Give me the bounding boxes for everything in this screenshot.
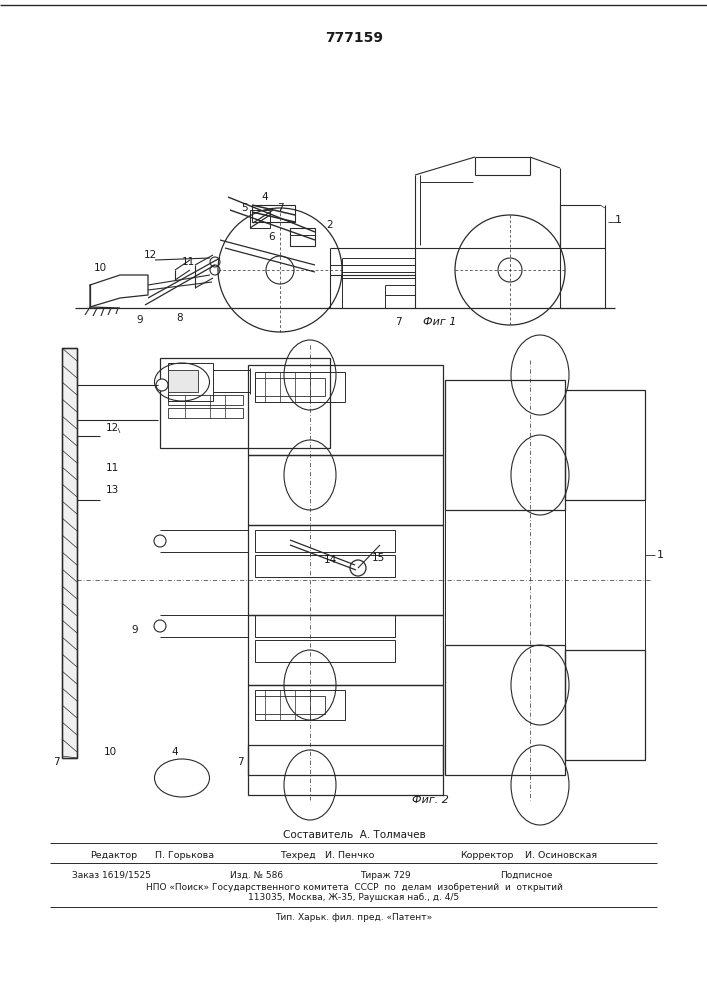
Bar xyxy=(160,358,330,448)
Text: Заказ 1619/1525: Заказ 1619/1525 xyxy=(72,870,151,880)
Text: Изд. № 586: Изд. № 586 xyxy=(230,870,283,880)
Text: 13: 13 xyxy=(105,485,119,495)
Text: Составитель  А. Толмачев: Составитель А. Толмачев xyxy=(283,830,426,840)
Text: НПО «Поиск» Государственного комитета  СССР  по  делам  изобретений  и  открытий: НПО «Поиск» Государственного комитета СС… xyxy=(146,882,563,892)
Text: 11: 11 xyxy=(182,257,194,267)
Text: 6: 6 xyxy=(269,232,275,242)
Text: И. Пенчко: И. Пенчко xyxy=(325,850,375,859)
Text: Корректор: Корректор xyxy=(460,850,513,859)
Bar xyxy=(248,685,443,775)
Text: П. Горькова: П. Горькова xyxy=(155,850,214,859)
Text: 12: 12 xyxy=(105,423,119,433)
Bar xyxy=(255,555,395,577)
Text: 10: 10 xyxy=(103,747,117,757)
Text: И. Осиновская: И. Осиновская xyxy=(525,850,597,859)
Text: Техред: Техред xyxy=(280,850,315,859)
Text: Тип. Харьк. фил. пред. «Патент»: Тип. Харьк. фил. пред. «Патент» xyxy=(275,912,433,922)
Bar xyxy=(445,380,565,510)
Bar xyxy=(255,615,395,637)
Text: 11: 11 xyxy=(105,463,119,473)
Bar xyxy=(255,378,325,396)
Bar xyxy=(565,650,645,760)
Text: 2: 2 xyxy=(327,220,333,230)
Bar xyxy=(255,530,395,552)
Text: 777159: 777159 xyxy=(325,31,383,45)
Bar xyxy=(255,696,325,714)
Circle shape xyxy=(154,535,166,547)
Circle shape xyxy=(350,560,366,576)
Text: 4: 4 xyxy=(172,747,178,757)
Text: Фиг 1: Фиг 1 xyxy=(423,317,457,327)
Bar xyxy=(252,205,295,222)
Text: 7: 7 xyxy=(53,757,60,767)
Text: 1: 1 xyxy=(657,550,663,560)
Text: 1: 1 xyxy=(614,215,621,225)
Bar xyxy=(248,745,443,795)
Bar xyxy=(565,390,645,500)
Text: 7: 7 xyxy=(237,757,243,767)
Text: 5: 5 xyxy=(242,203,248,213)
Bar xyxy=(250,210,270,228)
Text: 4: 4 xyxy=(262,192,269,202)
Text: 113035, Москва, Ж-35, Раушская наб., д. 4/5: 113035, Москва, Ж-35, Раушская наб., д. … xyxy=(248,894,460,902)
Bar xyxy=(168,363,213,401)
Text: 15: 15 xyxy=(371,553,385,563)
Text: 12: 12 xyxy=(144,250,157,260)
Text: 9: 9 xyxy=(132,625,139,635)
Bar xyxy=(445,510,565,645)
Text: 8: 8 xyxy=(177,313,183,323)
Bar xyxy=(255,640,395,662)
Bar xyxy=(168,408,243,418)
Text: Фиг. 2: Фиг. 2 xyxy=(411,795,448,805)
Circle shape xyxy=(156,379,168,391)
Bar xyxy=(248,455,443,525)
Bar xyxy=(445,645,565,775)
Text: 7: 7 xyxy=(395,317,402,327)
Bar xyxy=(290,228,315,246)
Bar xyxy=(255,690,345,720)
Bar xyxy=(565,500,645,650)
Text: 10: 10 xyxy=(93,263,107,273)
Text: Редактор: Редактор xyxy=(90,850,137,859)
Bar xyxy=(248,365,443,455)
Text: 7: 7 xyxy=(276,203,284,213)
Bar xyxy=(248,525,443,615)
Bar xyxy=(168,395,243,405)
Bar xyxy=(255,372,345,402)
Text: 14: 14 xyxy=(323,555,337,565)
Bar xyxy=(62,348,77,758)
Bar xyxy=(168,370,198,392)
Bar xyxy=(248,615,443,685)
Text: Подписное: Подписное xyxy=(500,870,552,880)
Circle shape xyxy=(154,620,166,632)
Text: Тираж 729: Тираж 729 xyxy=(360,870,411,880)
Text: 9: 9 xyxy=(136,315,144,325)
